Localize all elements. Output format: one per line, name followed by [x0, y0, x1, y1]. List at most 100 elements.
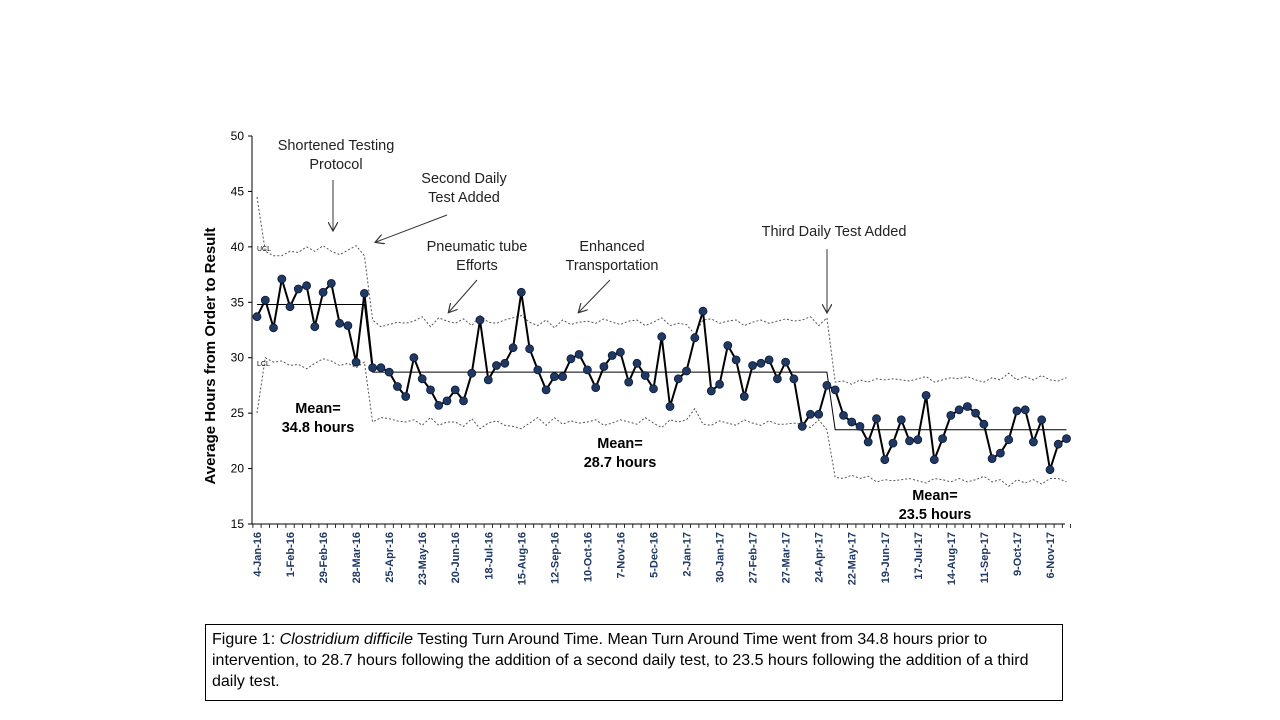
annotation-line: Protocol [309, 157, 362, 173]
data-point [252, 312, 262, 322]
annotation-line: Test Added [428, 190, 500, 206]
data-point [888, 438, 898, 448]
data-point [401, 392, 411, 401]
data-point [1020, 405, 1030, 415]
x-tick-label: 30-Jan-17 [715, 532, 727, 583]
data-point [310, 322, 320, 332]
data-point [326, 278, 336, 288]
data-point [483, 375, 493, 385]
data-point [855, 421, 865, 431]
data-point [417, 374, 427, 384]
data-point [392, 382, 402, 391]
data-point [302, 281, 312, 291]
data-point [624, 377, 634, 387]
mean-label-line: Mean= [597, 436, 643, 452]
data-point [359, 288, 369, 298]
x-tick-label: 7-Nov-16 [615, 532, 627, 578]
ucl-label: UCL [257, 246, 271, 253]
data-point [839, 410, 848, 420]
data-point [946, 410, 956, 420]
mean-label-line: Mean= [295, 401, 341, 417]
data-point [847, 417, 857, 427]
mean-label: Mean= 34.8 hours [282, 401, 355, 436]
x-tick-label: 5-Dec-16 [649, 532, 661, 578]
annotation-arrow [579, 279, 611, 312]
data-point [673, 374, 683, 384]
mean-label-line: 23.5 hours [899, 507, 972, 523]
annotation-label: Pneumatic tube Efforts [427, 239, 528, 274]
data-point [723, 341, 733, 350]
lcl-line [256, 356, 1067, 487]
caption-italic: Clostridium difficile [279, 631, 413, 648]
annotations: UCL LCL Shortened Testing Protocol Second Da… [257, 138, 971, 523]
data-point [500, 358, 510, 368]
x-tick-label: 24-Apr-17 [814, 532, 826, 583]
data-point [285, 302, 295, 312]
data-point [467, 368, 477, 378]
x-tick-label: 14-Aug-17 [946, 532, 958, 585]
mean-label: Mean= 28.7 hours [584, 436, 657, 471]
data-point [781, 357, 790, 367]
data-point [1029, 437, 1038, 447]
data-point [335, 318, 345, 328]
annotation-label: Enhanced Transportation [566, 239, 659, 274]
caption-text: Testing Turn Around Time. Mean Turn Arou… [212, 631, 1029, 690]
x-tick-label: 17-Jul-17 [913, 532, 925, 580]
data-point [475, 315, 485, 325]
annotation-line: Efforts [456, 258, 498, 274]
lcl-label: LCL [257, 361, 270, 368]
data-point [1053, 439, 1063, 449]
mean-label: Mean= 23.5 hours [899, 488, 972, 523]
data-point [566, 354, 576, 364]
annotation-arrow [376, 214, 448, 242]
data-point [739, 392, 749, 401]
data-point [607, 351, 617, 360]
x-tick-label: 2-Jan-17 [682, 532, 694, 577]
data-point [269, 323, 278, 333]
data-point [764, 355, 774, 365]
control-chart: 15 20 25 30 35 40 45 50 4-Jan-16 1-Feb-16 29-Feb-1… [202, 129, 1071, 585]
data-point [459, 396, 468, 406]
data-point [806, 409, 815, 419]
data-point [665, 402, 675, 411]
x-tick-label: 25-Apr-16 [384, 532, 396, 583]
data-point [830, 385, 840, 395]
x-tick-label: 19-Jun-17 [880, 532, 892, 583]
data-point [260, 295, 270, 305]
data-point [682, 366, 691, 376]
data-series [252, 274, 1071, 475]
caption-prefix: Figure 1: [212, 631, 280, 648]
data-point [277, 274, 287, 284]
data-point [963, 402, 972, 411]
data-point [929, 455, 939, 465]
figure-caption: Figure 1: Clostridium difficile Testing … [205, 624, 1063, 701]
data-point [574, 349, 584, 359]
data-point [508, 343, 518, 353]
x-tick-label: 18-Jul-16 [483, 532, 495, 580]
annotation-line: Transportation [566, 258, 659, 274]
x-tick-label: 15-Aug-16 [516, 532, 528, 585]
data-point [640, 371, 650, 380]
data-point [384, 367, 394, 377]
y-tick-label: 40 [231, 240, 245, 254]
data-point [863, 437, 873, 447]
data-point [987, 454, 997, 464]
data-point [434, 400, 444, 410]
data-point [1045, 465, 1055, 475]
annotation-line: Second Daily [421, 171, 507, 187]
data-point [583, 365, 592, 375]
data-point [525, 344, 534, 354]
data-point [558, 372, 567, 382]
annotation-label: Third Daily Test Added [762, 224, 907, 240]
x-tick-label: 10-Oct-16 [582, 532, 594, 582]
mean-label-line: 34.8 hours [282, 420, 355, 436]
data-point [541, 385, 551, 395]
data-point [376, 363, 386, 373]
x-tick-label: 11-Sep-17 [979, 532, 991, 583]
data-point [426, 385, 435, 395]
data-point [905, 436, 914, 446]
data-point [789, 374, 799, 384]
y-tick-label: 45 [231, 184, 245, 198]
data-point [921, 390, 931, 400]
y-tick-label: 30 [231, 351, 245, 365]
